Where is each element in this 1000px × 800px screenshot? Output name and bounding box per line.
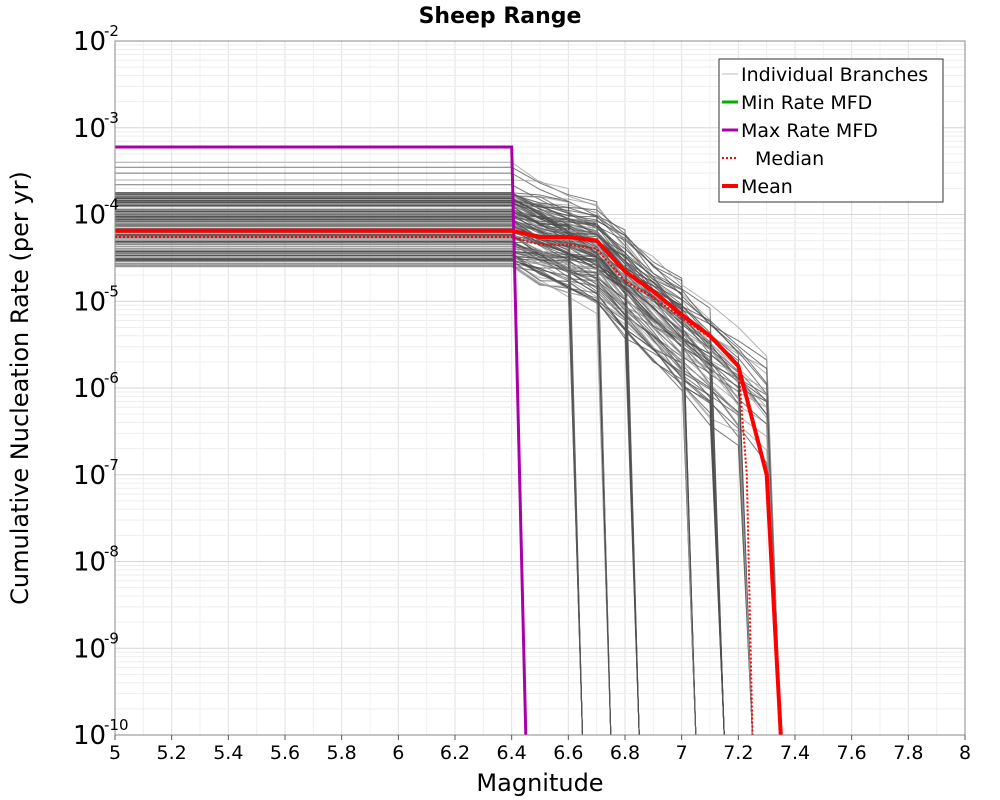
individual-branch-line bbox=[115, 199, 725, 736]
y-tick-exponent: -9 bbox=[104, 629, 119, 647]
y-tick-label: 10 bbox=[73, 721, 106, 751]
median-line bbox=[115, 236, 754, 736]
x-tick-label: 5.6 bbox=[270, 742, 300, 764]
y-tick-label: 10 bbox=[73, 287, 106, 317]
individual-branch-line bbox=[115, 215, 697, 736]
legend-label: Mean bbox=[741, 176, 793, 198]
individual-branch-line bbox=[115, 211, 640, 736]
x-tick-label: 7.4 bbox=[780, 742, 810, 764]
x-tick-label: 6.2 bbox=[440, 742, 470, 764]
legend-label: Min Rate MFD bbox=[741, 92, 872, 114]
y-tick-label: 10 bbox=[73, 114, 106, 144]
x-tick-label: 7.2 bbox=[723, 742, 753, 764]
x-tick-label: 5 bbox=[109, 742, 121, 764]
legend-label: Individual Branches bbox=[741, 64, 928, 86]
individual-branch-line bbox=[115, 205, 612, 736]
x-tick-label: 5.4 bbox=[213, 742, 243, 764]
y-tick-label: 10 bbox=[73, 201, 106, 231]
x-tick-label: 5.8 bbox=[327, 742, 357, 764]
individual-branch-line bbox=[115, 259, 725, 736]
individual-branch-line bbox=[115, 247, 753, 736]
y-tick-label: 10 bbox=[73, 27, 106, 57]
y-tick-label: 10 bbox=[73, 374, 106, 404]
y-axis-label: Cumulative Nucleation Rate (per yr) bbox=[6, 171, 34, 605]
max-rate-mfd-line bbox=[115, 145, 528, 736]
x-tick-label: 7 bbox=[676, 742, 688, 764]
x-tick-label: 7.8 bbox=[893, 742, 923, 764]
x-tick-label: 5.2 bbox=[157, 742, 187, 764]
y-tick-label: 10 bbox=[73, 461, 106, 491]
x-axis-label: Magnitude bbox=[476, 769, 603, 797]
individual-branch-line bbox=[115, 225, 782, 736]
individual-branch-line bbox=[115, 195, 782, 736]
chart-title: Sheep Range bbox=[419, 4, 582, 29]
y-tick-exponent: -3 bbox=[104, 109, 119, 127]
individual-branch-line bbox=[115, 194, 697, 736]
y-tick-exponent: -6 bbox=[104, 369, 119, 387]
y-tick-label: 10 bbox=[73, 634, 106, 664]
y-tick-label: 10 bbox=[73, 548, 106, 578]
y-tick-exponent: -10 bbox=[104, 716, 129, 734]
legend-box bbox=[718, 58, 944, 203]
mean-line bbox=[115, 228, 783, 736]
y-tick-exponent: -4 bbox=[104, 196, 119, 214]
legend: Individual Branches Min Rate MFD Max Rate … bbox=[718, 58, 944, 203]
x-tick-label: 6.6 bbox=[553, 742, 583, 764]
y-tick-exponent: -2 bbox=[104, 22, 119, 40]
y-tick-exponent: -8 bbox=[104, 543, 119, 561]
x-tick-label: 6 bbox=[392, 742, 404, 764]
individual-branch-line bbox=[115, 192, 725, 736]
x-axis-ticks: 5 5.2 5.4 5.6 5.8 6 6.2 6.4 6.6 6.8 7 7.2 7.4 7.6 7.8 8 bbox=[109, 735, 971, 764]
y-tick-exponent: -7 bbox=[104, 456, 119, 474]
x-tick-label: 7.6 bbox=[837, 742, 867, 764]
legend-label: Median bbox=[755, 148, 824, 170]
x-tick-label: 8 bbox=[959, 742, 971, 764]
individual-branch-line bbox=[115, 195, 782, 736]
summary-series bbox=[115, 145, 783, 736]
legend-label: Max Rate MFD bbox=[741, 120, 878, 142]
individual-branch-line bbox=[115, 216, 782, 736]
x-tick-label: 6.8 bbox=[610, 742, 640, 764]
y-tick-exponent: -5 bbox=[104, 282, 119, 300]
x-tick-label: 6.4 bbox=[497, 742, 527, 764]
individual-branch-line bbox=[115, 261, 697, 736]
individual-branch-line bbox=[115, 237, 753, 736]
individual-branch-line bbox=[115, 179, 725, 736]
individual-branch-line bbox=[115, 260, 697, 736]
plot-frame bbox=[114, 40, 966, 736]
